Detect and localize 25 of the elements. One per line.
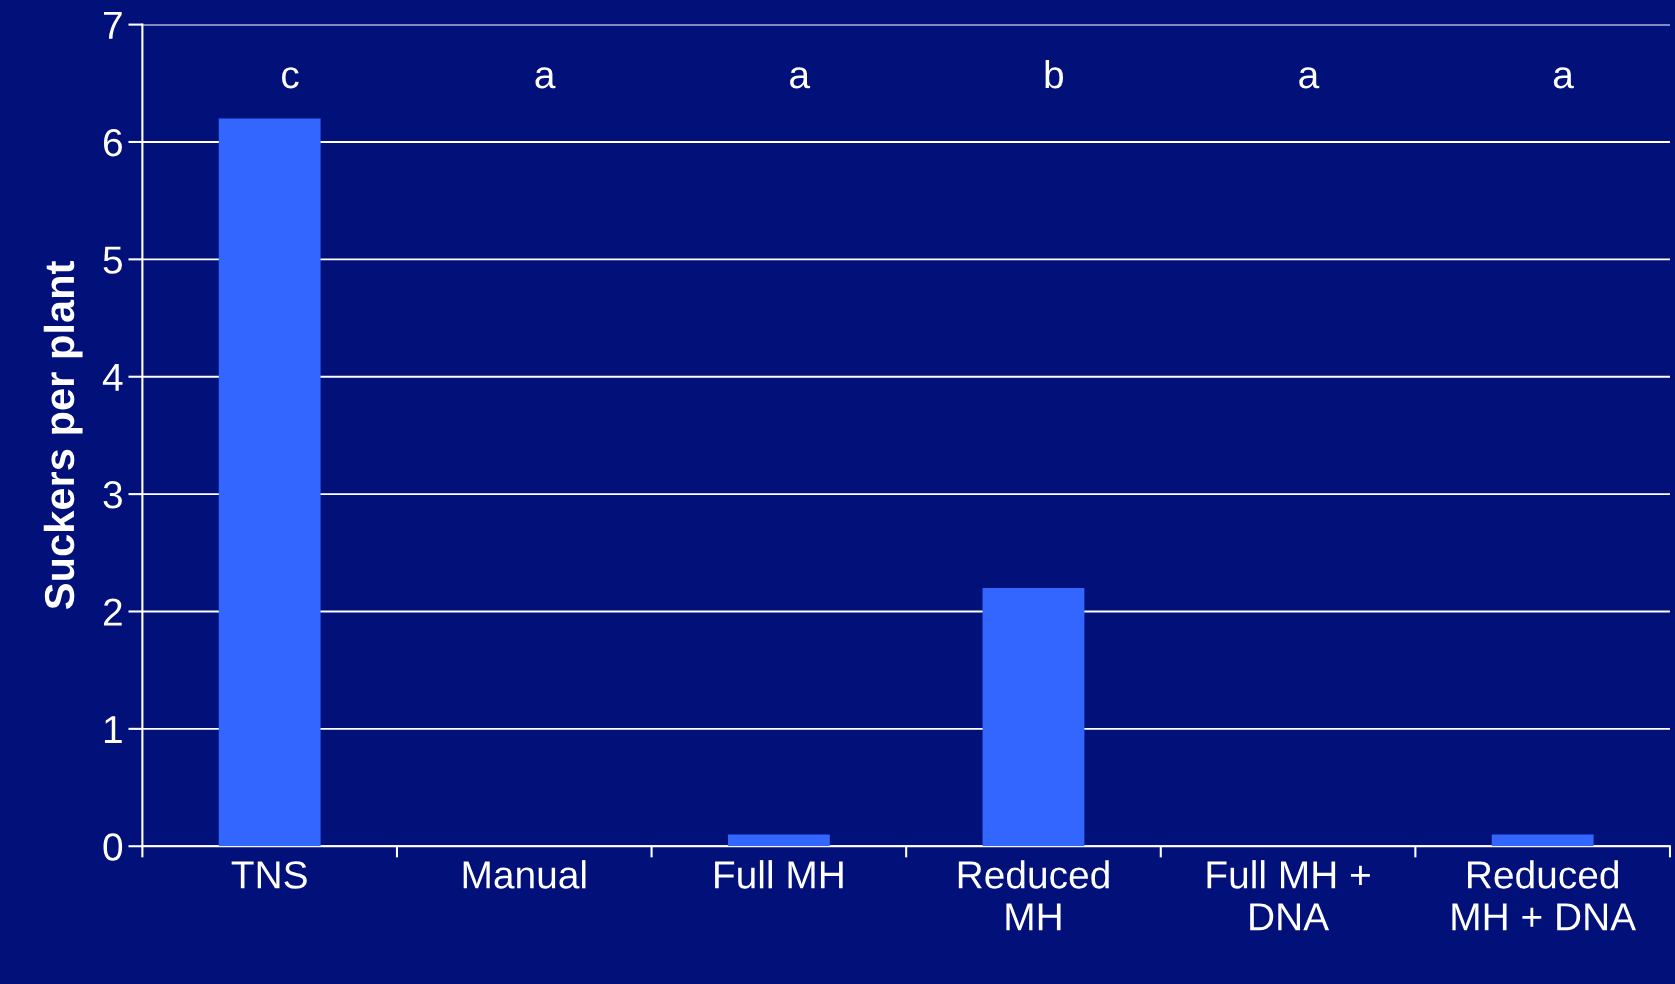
annotation: b bbox=[1045, 59, 1064, 89]
y-tick-label: 7 bbox=[103, 11, 122, 39]
y-tick-label: 1 bbox=[104, 716, 122, 743]
annotation: a bbox=[1553, 67, 1574, 89]
annotation: a bbox=[790, 67, 811, 89]
annotation: a bbox=[535, 67, 556, 89]
bar bbox=[982, 588, 1085, 847]
x-tick-label: Full MH + DNA bbox=[1207, 860, 1370, 931]
x-tick-label: Full MH bbox=[715, 860, 843, 889]
bar bbox=[1491, 834, 1594, 847]
y-tick-label: 4 bbox=[102, 364, 123, 391]
bar bbox=[727, 834, 830, 847]
y-tick-label: 5 bbox=[103, 246, 122, 274]
y-tick-label: 6 bbox=[103, 128, 122, 157]
annotation: a bbox=[1299, 67, 1320, 89]
x-tick-label: Reduced MH bbox=[958, 860, 1109, 931]
y-tick-label: 2 bbox=[103, 598, 122, 626]
bar bbox=[218, 118, 321, 847]
x-tick-label: TNS bbox=[231, 861, 307, 889]
x-tick-label: Reduced MH + DNA bbox=[1452, 860, 1637, 931]
y-tick-label: 3 bbox=[103, 481, 122, 509]
y-axis-title: Suckers per plant bbox=[43, 261, 83, 610]
x-tick-label: Manual bbox=[463, 860, 586, 889]
y-tick-label: 0 bbox=[103, 833, 123, 861]
annotation: c bbox=[281, 67, 299, 89]
